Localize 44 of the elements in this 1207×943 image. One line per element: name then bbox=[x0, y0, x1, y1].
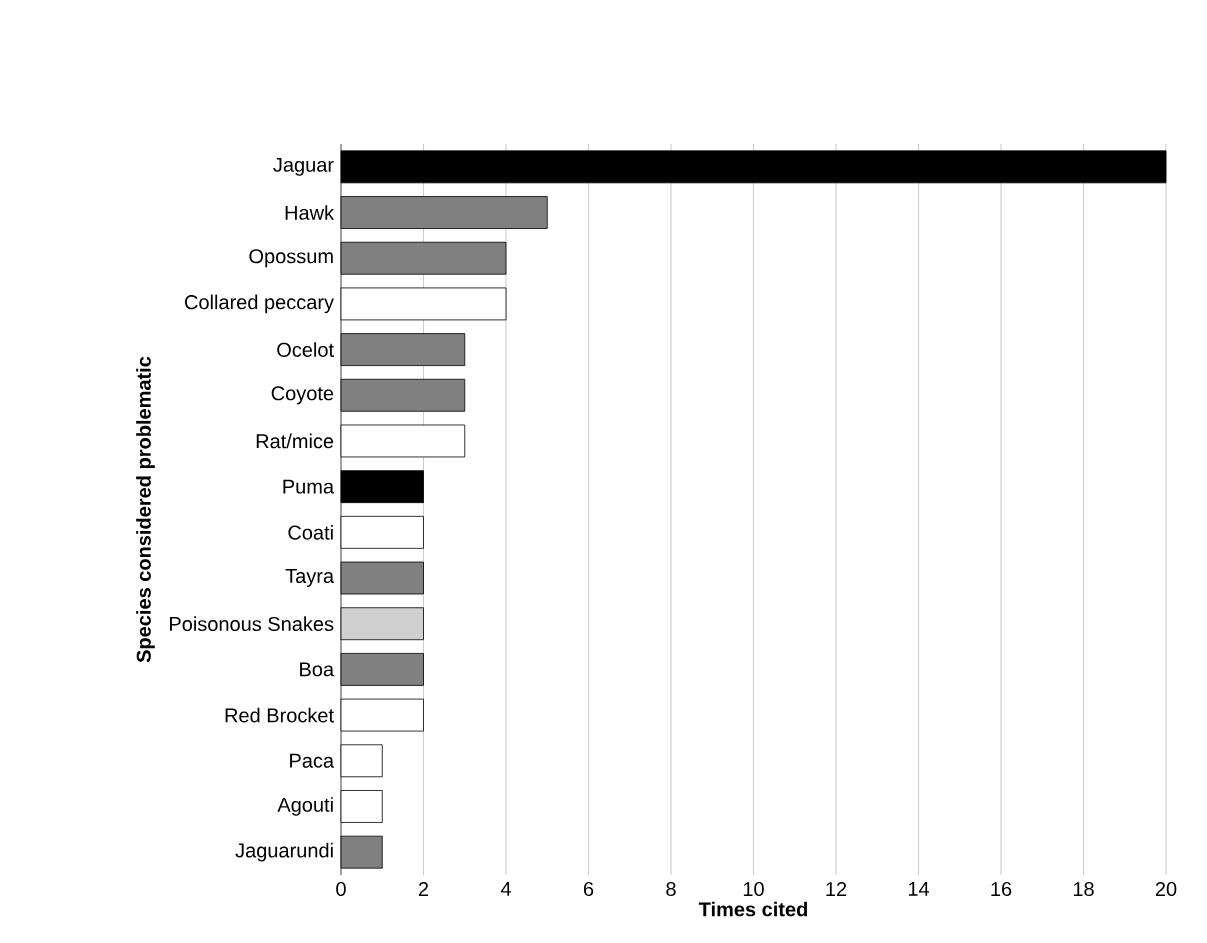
y-axis-title: Species considered problematic bbox=[136, 356, 155, 663]
y-tick-label: Opossum bbox=[249, 249, 333, 268]
bar bbox=[340, 287, 507, 321]
x-tick-label: 2 bbox=[418, 881, 429, 896]
bar bbox=[340, 790, 383, 823]
bar bbox=[340, 835, 383, 869]
x-tick-label: 20 bbox=[1155, 881, 1177, 897]
x-tick-label: 16 bbox=[991, 881, 1012, 897]
bar bbox=[340, 561, 424, 595]
x-tick-label: 10 bbox=[743, 881, 764, 897]
bar bbox=[340, 424, 466, 458]
y-tick-label: Boa bbox=[300, 662, 335, 677]
bar bbox=[340, 196, 548, 229]
x-axis-title: Times cited bbox=[698, 901, 807, 917]
bar bbox=[340, 241, 507, 275]
y-tick-label: Puma bbox=[283, 479, 335, 494]
bar bbox=[340, 515, 424, 549]
y-tick-label: Red Brocket bbox=[225, 707, 334, 723]
bar bbox=[340, 378, 466, 412]
y-tick-label: Poisonous Snakes bbox=[170, 616, 334, 632]
y-tick-label: Tayra bbox=[285, 569, 335, 587]
x-tick-label: 0 bbox=[336, 881, 346, 897]
y-tick-label: Ocelot bbox=[277, 342, 334, 357]
x-tick-label: 4 bbox=[500, 881, 511, 896]
bar bbox=[340, 333, 466, 366]
y-tick-label: Coyote bbox=[271, 386, 334, 405]
x-tick-label: 12 bbox=[826, 881, 847, 896]
bar bbox=[340, 744, 383, 778]
bar bbox=[340, 470, 424, 504]
y-tick-label: Rat/mice bbox=[256, 433, 334, 449]
y-tick-label: Jaguarundi bbox=[235, 842, 333, 862]
y-tick-label: Hawk bbox=[285, 205, 335, 220]
bar bbox=[340, 150, 1167, 184]
bar bbox=[340, 653, 424, 686]
bar bbox=[340, 698, 424, 732]
x-tick-label: 14 bbox=[908, 881, 930, 896]
y-tick-label: Collared peccary bbox=[185, 294, 334, 314]
y-tick-label: Jaguar bbox=[273, 157, 334, 176]
y-tick-label: Paca bbox=[290, 753, 335, 768]
y-tick-label: Coati bbox=[288, 525, 333, 540]
x-tick-label: 6 bbox=[583, 881, 594, 897]
x-tick-label: 18 bbox=[1073, 881, 1094, 897]
x-tick-label: 8 bbox=[666, 881, 676, 897]
y-tick-label: Agouti bbox=[277, 797, 333, 816]
